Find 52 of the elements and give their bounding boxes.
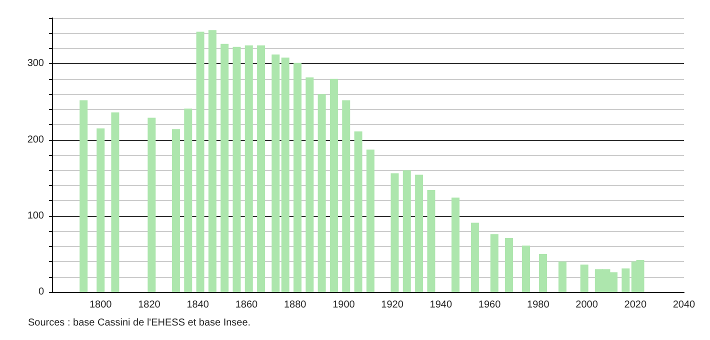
x-tick-label: 2020 [624,300,647,310]
x-tick-label: 2040 [672,300,696,310]
x-tick-label: 1920 [381,300,404,310]
x-tick-label: 1900 [332,300,356,310]
y-tick-label: 0 [38,286,44,298]
y-tick-label: 300 [27,58,44,70]
bar [415,174,424,292]
source-note: Sources : base Cassini de l'EHESS et base Insee. [28,318,251,328]
bar [330,78,338,292]
y-tick-label: 100 [27,210,44,222]
bar [490,234,498,292]
bar [342,100,350,292]
bar [306,77,314,292]
x-tick-label: 1840 [186,300,210,310]
x-tick-label: 1860 [235,300,258,310]
bar [427,190,436,292]
bar [390,173,399,292]
bar [354,131,362,292]
x-tick-label: 1980 [527,300,550,310]
bar [452,198,460,292]
bar [318,94,326,292]
x-tick-label: 1800 [89,300,112,310]
bar [366,150,374,292]
bar [558,262,566,292]
bar [172,129,180,292]
x-tick-label: 1820 [138,300,161,310]
bar [522,246,530,292]
bar [402,170,411,292]
bar [232,46,241,292]
bar [196,32,204,292]
x-tick-label: 2000 [576,300,598,310]
bar [272,54,280,292]
bar [96,128,105,292]
bar [580,264,588,292]
bar [244,45,253,292]
x-tick-label: 1940 [430,300,452,310]
bar [220,44,229,292]
y-tick-label: 200 [27,134,44,146]
bar [470,222,479,292]
bar [80,100,88,292]
x-tick-label: 1960 [478,300,502,310]
bar [294,62,302,292]
bar [184,108,192,292]
bar [111,112,120,292]
bar [622,268,630,292]
bar [539,254,548,292]
bar [257,45,266,292]
bar [281,58,290,292]
bar [148,118,156,292]
bar [504,238,513,292]
x-tick-label: 1880 [284,300,307,310]
bar [208,30,216,292]
